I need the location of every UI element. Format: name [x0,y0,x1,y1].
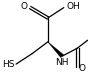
Text: O: O [21,2,28,11]
Text: OH: OH [66,2,80,11]
Text: O: O [79,64,86,73]
Polygon shape [48,42,64,58]
Text: NH: NH [55,58,69,67]
Text: HS: HS [2,60,14,69]
